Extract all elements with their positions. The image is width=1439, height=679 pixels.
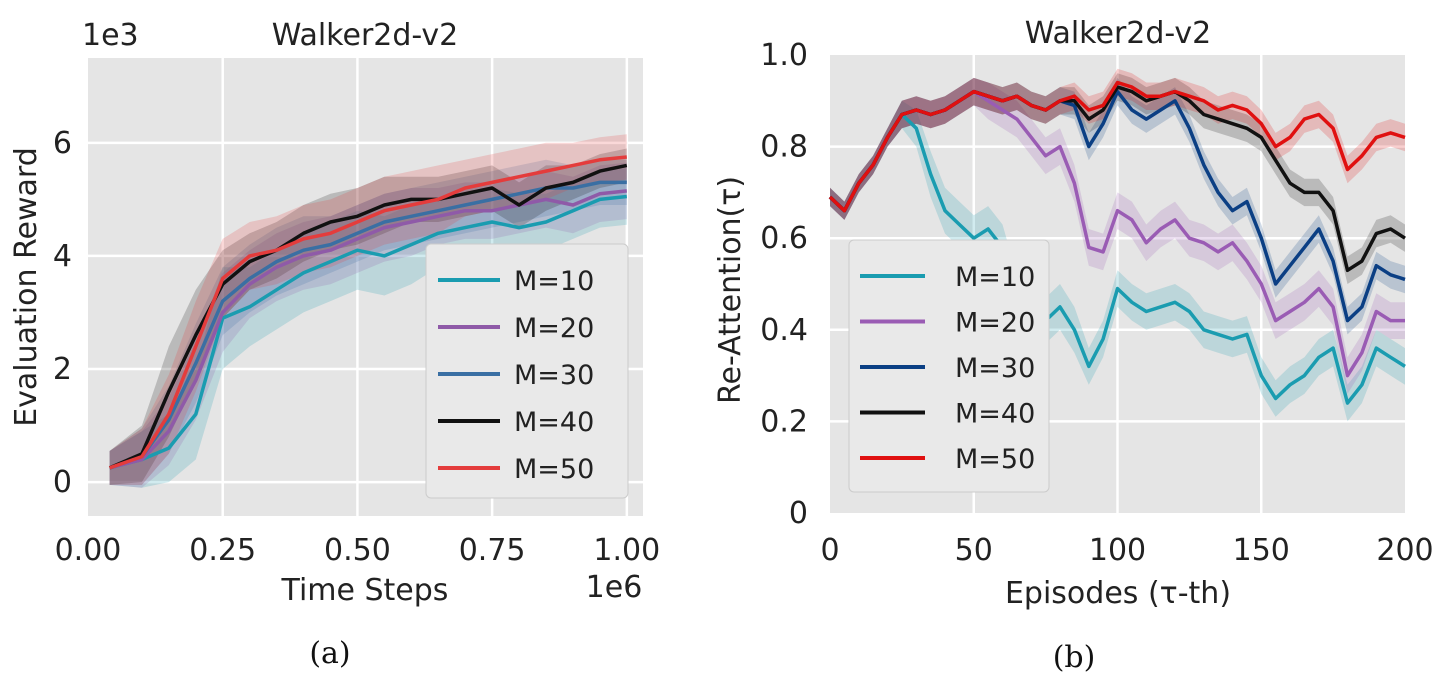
chart-a-line-m-10 [109,194,627,470]
chart-b-y-tick-label: 0.2 [760,404,808,439]
chart-a-y-tick-label: 4 [53,239,72,274]
chart-b-y-axis-label: Re-Attention(τ) [713,176,748,404]
chart-a-x-tick-label: 0.25 [189,533,256,568]
chart-b-x-tick-label: 200 [1376,533,1433,568]
chart-b-legend-label-m-20: M=20 [955,308,1035,339]
chart-a-legend-label-m-10: M=10 [514,266,594,297]
chart-b-x-tick-label: 100 [1089,533,1146,568]
chart-a-y-tick-label: 0 [53,465,72,500]
chart-b-legend-label-m-40: M=40 [955,399,1035,430]
chart-a-line-m-40 [108,163,628,470]
caption-b: (b) [1053,640,1096,675]
caption-a: (a) [309,636,350,671]
chart-a-x-tick-label: 0.75 [459,533,526,568]
chart-b: 0 50 100 150 200 0 0.2 0.4 0.6 0.8 1.0 Walker2d-v2… [713,16,1434,611]
chart-b-band-m-10 [830,100,1405,422]
chart-b-legend-label-m-50: M=50 [955,444,1035,475]
chart-a-y-multiplier: 1e3 [82,18,139,53]
chart-b-x-tick-label: 0 [820,533,839,568]
chart-a-legend-label-m-30: M=30 [514,360,594,391]
chart-b-y-tick-label: 0.8 [760,130,808,165]
chart-a-x-tick-label: 0.50 [324,533,391,568]
chart-a-x-tick-label: 1.00 [593,533,660,568]
chart-b-line-m-50 [828,80,1406,213]
chart-a: 0.00 0.25 0.50 0.75 1.00 0 2 4 6 1e3 Walker2d-v2… [9,18,660,608]
chart-a-line-m-20 [109,189,627,470]
chart-b-legend: M=10 M=20 M=30 M=40 M=50 [848,239,1050,493]
chart-b-x-tick-label: 50 [955,533,993,568]
chart-a-y-tick-label: 2 [53,352,72,387]
chart-b-y-tick-label: 0.6 [760,221,808,256]
chart-a-title: Walker2d-v2 [272,18,459,53]
chart-a-legend-box [425,243,629,499]
chart-b-title: Walker2d-v2 [1025,16,1212,51]
chart-b-y-tick-label: 1.0 [760,38,808,73]
chart-b-line-m-10 [828,112,1406,405]
chart-a-legend-label-m-40: M=40 [514,407,594,438]
chart-b-legend-label-m-30: M=30 [955,353,1035,384]
chart-a-legend-label-m-20: M=20 [514,313,594,344]
chart-b-y-tick-label: 0.4 [760,313,808,348]
chart-b-band-m-50 [830,68,1405,220]
chart-a-legend-label-m-50: M=50 [514,454,594,485]
chart-a-y-axis-label: Evaluation Reward [9,147,44,427]
chart-a-legend: M=10 M=20 M=30 M=40 M=50 [425,243,629,499]
chart-b-band-m-20 [830,77,1405,394]
chart-b-x-axis-label: Episodes (τ-th) [1005,576,1231,611]
chart-a-x-axis-label: Time Steps [281,573,449,608]
chart-b-legend-label-m-10: M=10 [955,262,1035,293]
chart-a-x-tick-label: 0.00 [55,533,122,568]
chart-a-line-m-50 [109,155,627,470]
chart-a-y-tick-label: 6 [53,126,72,161]
chart-b-legend-box [848,239,1050,493]
chart-b-x-tick-label: 150 [1233,533,1290,568]
chart-a-x-multiplier: 1e6 [586,570,643,605]
chart-b-band-m-30 [830,77,1405,335]
chart-b-y-tick-label: 0 [789,496,808,531]
